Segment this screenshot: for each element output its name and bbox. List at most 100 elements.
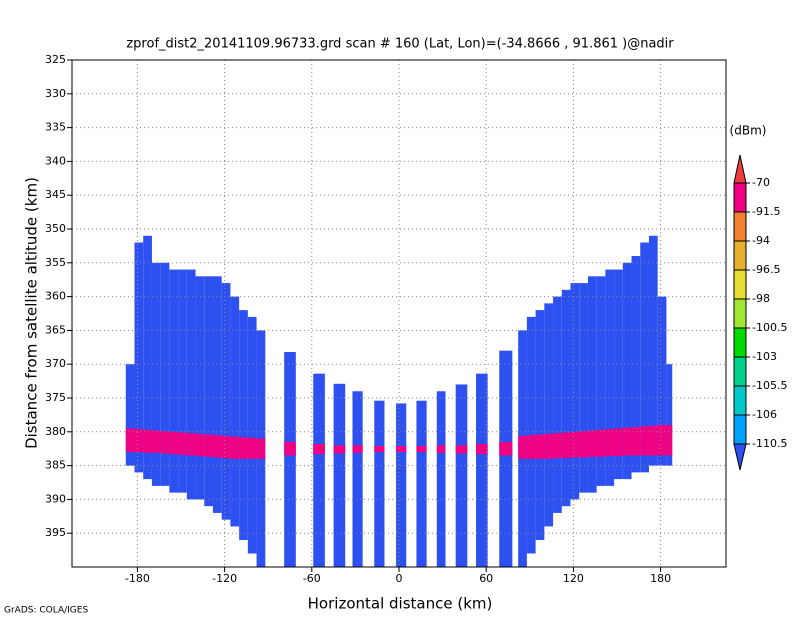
surface-echo bbox=[230, 436, 240, 459]
echo-column bbox=[648, 235, 658, 466]
surface-echo bbox=[313, 443, 325, 455]
plot-frame bbox=[71, 59, 727, 568]
surface-echo bbox=[561, 432, 571, 459]
colorbar-label: -106 bbox=[752, 408, 777, 421]
echo-column bbox=[284, 352, 296, 567]
surface-echo bbox=[352, 445, 363, 453]
surface-echo bbox=[169, 431, 179, 455]
colorbar-swatch bbox=[733, 240, 747, 271]
y-tick-label: 390 bbox=[45, 492, 66, 505]
x-tick-label: 120 bbox=[563, 572, 584, 585]
surface-echo bbox=[631, 427, 641, 456]
surface-echo bbox=[640, 426, 649, 456]
echo-column bbox=[544, 303, 554, 527]
colorbar-swatch bbox=[733, 269, 747, 300]
x-axis-label: Horizontal distance (km) bbox=[308, 595, 493, 613]
echo-column bbox=[313, 373, 325, 567]
surface-echo bbox=[125, 428, 135, 453]
x-tick-label: 0 bbox=[396, 572, 403, 585]
surface-echo bbox=[204, 434, 213, 457]
surface-echo bbox=[518, 435, 527, 459]
colorbar-swatch bbox=[733, 182, 747, 213]
surface-echo bbox=[239, 437, 248, 459]
echo-column bbox=[143, 235, 152, 480]
colorbar-arrow bbox=[733, 443, 747, 471]
surface-echo bbox=[622, 427, 632, 456]
y-tick-label: 335 bbox=[45, 121, 66, 134]
colorbar-label: -100.5 bbox=[752, 321, 787, 334]
colorbar-label: -105.5 bbox=[752, 379, 787, 392]
surface-echo bbox=[648, 425, 658, 456]
x-tick-label: -60 bbox=[303, 572, 321, 585]
surface-echo bbox=[284, 441, 296, 456]
y-tick-label: 360 bbox=[45, 290, 66, 303]
echo-column bbox=[570, 283, 580, 500]
y-tick-label: 345 bbox=[45, 188, 66, 201]
echo-column bbox=[230, 296, 240, 527]
colorbar-label: -98 bbox=[752, 292, 770, 305]
y-tick-label: 350 bbox=[45, 222, 66, 235]
echo-column bbox=[169, 269, 179, 493]
surface-echo bbox=[605, 429, 615, 457]
echo-column bbox=[396, 403, 407, 567]
colorbar-label: -103 bbox=[752, 350, 777, 363]
echo-column bbox=[134, 242, 144, 473]
echo-column bbox=[186, 269, 196, 500]
y-tick-label: 395 bbox=[45, 526, 66, 539]
echo-column bbox=[151, 262, 161, 486]
surface-echo bbox=[143, 429, 152, 453]
surface-echo bbox=[666, 425, 673, 456]
y-axis-label: Distance from satellite altitude (km) bbox=[23, 177, 41, 449]
echo-column bbox=[499, 350, 513, 567]
echo-column bbox=[455, 384, 468, 567]
footer: GrADS: COLA/IGES bbox=[4, 606, 88, 616]
echo-column bbox=[352, 391, 363, 567]
colorbar-label: -94 bbox=[752, 234, 770, 247]
surface-echo bbox=[416, 445, 427, 453]
echo-column bbox=[333, 383, 346, 567]
surface-echo bbox=[596, 429, 606, 457]
colorbar-label: -70 bbox=[752, 176, 770, 189]
echo-column bbox=[605, 269, 615, 486]
colorbar-swatch bbox=[733, 211, 747, 242]
colorbar-label: -96.5 bbox=[752, 263, 780, 276]
x-tick-label: -120 bbox=[212, 572, 237, 585]
echo-column bbox=[622, 262, 632, 480]
x-tick-label: 60 bbox=[479, 572, 493, 585]
surface-echo bbox=[535, 434, 545, 459]
surface-echo bbox=[186, 433, 196, 456]
surface-echo bbox=[160, 431, 170, 454]
echo-column bbox=[631, 256, 641, 473]
surface-echo bbox=[151, 430, 161, 453]
surface-echo bbox=[476, 443, 488, 455]
y-tick-label: 365 bbox=[45, 323, 66, 336]
surface-echo bbox=[374, 445, 385, 453]
surface-echo bbox=[570, 431, 580, 458]
surface-echo bbox=[212, 435, 222, 458]
colorbar-swatch bbox=[733, 327, 747, 358]
colorbar-unit: (dBm) bbox=[730, 124, 767, 138]
y-tick-label: 380 bbox=[45, 425, 66, 438]
surface-echo bbox=[221, 435, 231, 459]
surface-echo bbox=[396, 445, 407, 453]
echo-column bbox=[221, 283, 231, 520]
chart-title: zprof_dist2_20141109.96733.grd scan # 16… bbox=[126, 37, 674, 52]
surface-echo bbox=[247, 437, 257, 459]
surface-echo bbox=[455, 445, 468, 454]
echo-column bbox=[476, 373, 488, 567]
echo-column bbox=[239, 310, 248, 540]
surface-echo bbox=[587, 430, 597, 457]
y-tick-label: 370 bbox=[45, 357, 66, 370]
surface-echo bbox=[526, 435, 536, 459]
y-tick-label: 385 bbox=[45, 459, 66, 472]
colorbar-swatch bbox=[733, 414, 747, 445]
echo-column bbox=[374, 400, 385, 567]
echo-column bbox=[666, 364, 673, 466]
colorbar-label: -110.5 bbox=[752, 437, 787, 450]
surface-echo bbox=[657, 425, 667, 456]
echo-column bbox=[640, 242, 649, 473]
echo-column bbox=[178, 269, 187, 493]
echo-column bbox=[247, 316, 257, 554]
echo-column bbox=[416, 400, 427, 567]
y-tick-label: 355 bbox=[45, 256, 66, 269]
